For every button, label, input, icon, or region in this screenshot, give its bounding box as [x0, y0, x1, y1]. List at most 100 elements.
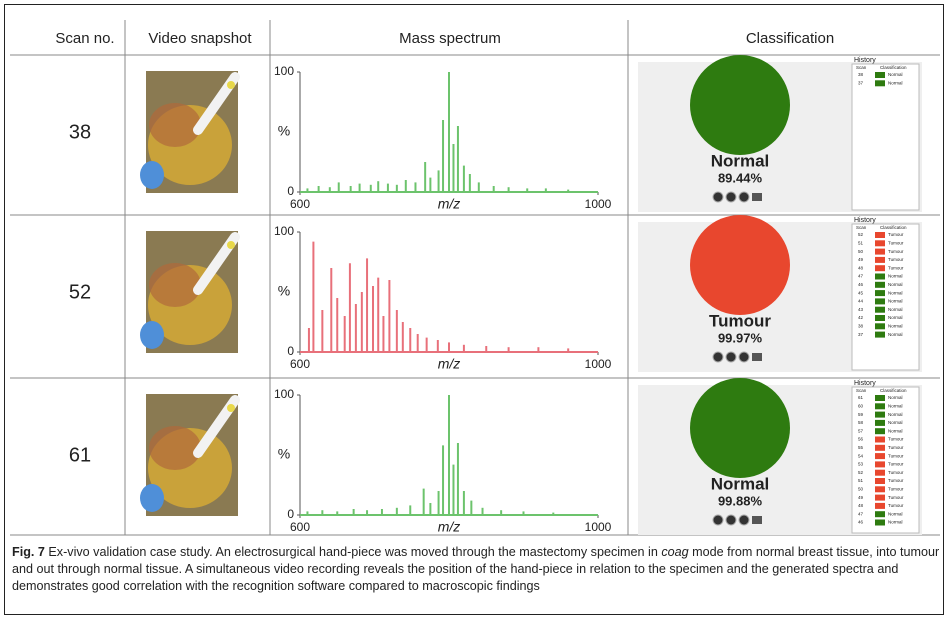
caption-text: mode from normal breast tissue, into tum… [12, 545, 940, 593]
class-pie [690, 215, 790, 315]
scan-number: 52 [69, 281, 91, 303]
x-tick-label: 600 [290, 197, 310, 211]
history-scan: 38 [858, 323, 864, 328]
history-class: Normal [888, 290, 903, 295]
history-class: Normal [888, 412, 903, 417]
column-header: Mass spectrum [399, 30, 501, 47]
history-class: Normal [888, 80, 903, 85]
history-class: Normal [888, 307, 903, 312]
class-pie [690, 55, 790, 155]
caption-italic: coag [661, 545, 689, 559]
history-scan: 43 [858, 307, 864, 312]
video-snapshot [140, 71, 240, 193]
tissue [149, 103, 201, 147]
control-icon [752, 193, 762, 201]
history-swatch [875, 240, 885, 247]
class-percent: 89.44% [718, 170, 763, 185]
history-scan: 50 [858, 249, 864, 254]
class-label: Normal [711, 151, 770, 170]
history-box [851, 223, 920, 371]
history-class: Normal [888, 282, 903, 287]
control-icon [752, 353, 762, 361]
video-snapshot [140, 394, 240, 516]
history-class: Tumour [888, 453, 904, 458]
history-class: Tumour [888, 462, 904, 467]
history-class: Normal [888, 420, 903, 425]
y-axis-label: % [278, 446, 290, 462]
x-tick-label: 600 [290, 357, 310, 371]
history-swatch [875, 403, 885, 410]
x-axis-label: m/z [438, 519, 461, 535]
history-col: Scan [856, 225, 867, 230]
control-icon [725, 514, 737, 526]
control-icon [738, 191, 750, 203]
history-scan: 52 [858, 232, 864, 237]
x-tick-label: 1000 [585, 197, 612, 211]
history-swatch [875, 248, 885, 255]
history-scan: 44 [858, 299, 864, 304]
control-icon [712, 351, 724, 363]
history-swatch [875, 290, 885, 297]
history-scan: 37 [858, 332, 864, 337]
y-axis-label: % [278, 283, 290, 299]
y-tick-label: 100 [274, 64, 294, 78]
history-class: Tumour [888, 240, 904, 245]
scan-number: 61 [69, 444, 91, 466]
history-class: Normal [888, 332, 903, 337]
probe-button [227, 404, 235, 412]
history-class: Tumour [888, 445, 904, 450]
history-class: Tumour [888, 257, 904, 262]
history-scan: 38 [858, 72, 864, 77]
y-tick-label: 100 [274, 224, 294, 238]
history-scan: 48 [858, 503, 864, 508]
history-scan: 49 [858, 495, 864, 500]
history-title: History [854, 57, 876, 64]
class-percent: 99.88% [718, 493, 763, 508]
glove [140, 484, 164, 512]
history-swatch [875, 444, 885, 451]
history-swatch [875, 265, 885, 272]
history-class: Normal [888, 403, 903, 408]
history-class: Normal [888, 315, 903, 320]
history-class: Normal [888, 299, 903, 304]
history-class: Normal [888, 274, 903, 279]
control-icon [712, 191, 724, 203]
column-header: Video snapshot [148, 30, 252, 47]
column-header: Scan no. [55, 30, 114, 47]
history-scan: 53 [858, 462, 864, 467]
history-swatch [875, 323, 885, 330]
history-swatch [875, 502, 885, 509]
video-snapshot [140, 231, 240, 353]
tissue [149, 263, 201, 307]
control-icon [738, 514, 750, 526]
probe-button [227, 241, 235, 249]
history-scan: 51 [858, 478, 864, 483]
history-class: Tumour [888, 486, 904, 491]
figure: Scan no. Video snapshot Mass spectrum Class… [10, 20, 940, 536]
control-icon [725, 191, 737, 203]
history-swatch [875, 331, 885, 338]
history-scan: 46 [858, 520, 864, 525]
history-class: Normal [888, 72, 903, 77]
history-scan: 52 [858, 470, 864, 475]
history-swatch [875, 72, 885, 78]
history-title: History [854, 217, 876, 224]
x-axis-label: m/z [438, 196, 461, 212]
history-swatch [875, 281, 885, 288]
class-pie [690, 378, 790, 478]
history-swatch [875, 80, 885, 87]
history-col: Classification [880, 225, 907, 230]
history-scan: 60 [858, 403, 864, 408]
history-swatch [875, 478, 885, 484]
history-class: Normal [888, 395, 903, 400]
history-class: Normal [888, 323, 903, 328]
history-col: Scan [856, 65, 867, 70]
history-swatch [875, 428, 885, 435]
history-box [851, 386, 920, 534]
history-swatch [875, 256, 885, 263]
history-scan: 47 [858, 511, 864, 516]
x-tick-label: 1000 [585, 520, 612, 534]
scan-number: 38 [69, 121, 91, 143]
history-col: Scan [856, 388, 867, 393]
